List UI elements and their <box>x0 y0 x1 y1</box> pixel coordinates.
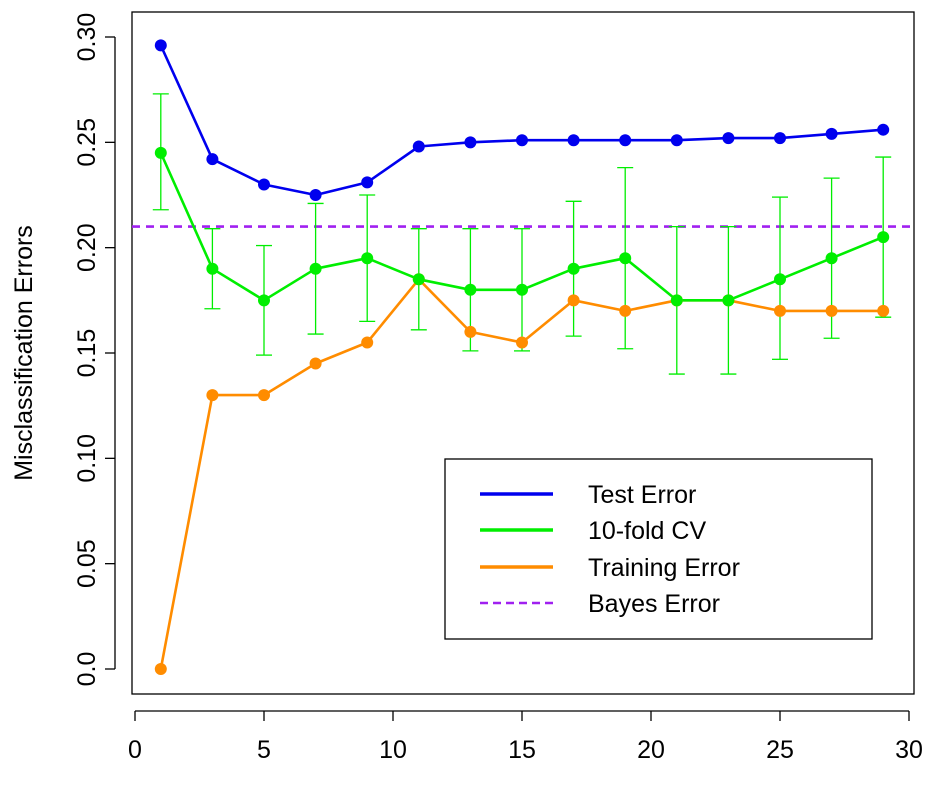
cv-error-point <box>877 231 890 244</box>
legend-label-test-error: Test Error <box>588 481 696 509</box>
legend-label-bayes-error: Bayes Error <box>588 590 720 618</box>
training-error-point <box>309 357 322 370</box>
training-error-point <box>877 304 890 317</box>
test-error-point <box>206 153 219 166</box>
training-error-point <box>206 389 219 402</box>
y-tick-label: 0.0 <box>73 652 101 687</box>
cv-error-point <box>258 294 270 307</box>
x-tick-label: 30 <box>895 736 923 764</box>
x-tick-label: 15 <box>508 736 536 764</box>
cv-error-point <box>154 146 167 159</box>
test-error-point <box>464 136 477 149</box>
cv-error-point <box>619 252 632 265</box>
cv-error-point <box>825 252 838 265</box>
test-error-point <box>774 132 786 145</box>
x-tick-label: 20 <box>637 736 665 764</box>
test-error-point <box>258 178 270 191</box>
test-error-point <box>567 134 580 147</box>
x-tick-label: 25 <box>766 736 794 764</box>
y-axis-label: Misclassification Errors <box>10 225 38 481</box>
test-error-point <box>412 140 425 153</box>
cv-error-point <box>774 273 786 286</box>
cv-error-point <box>206 262 219 275</box>
test-error-point <box>825 127 838 140</box>
y-tick-label: 0.20 <box>73 223 101 272</box>
test-error-point <box>154 39 167 52</box>
cv-error-point <box>722 294 735 307</box>
test-error-point <box>309 189 322 201</box>
legend-label-cv-error: 10-fold CV <box>588 517 706 545</box>
y-tick-label: 0.25 <box>73 118 101 167</box>
test-error-point <box>877 123 890 136</box>
y-tick-label: 0.15 <box>73 329 101 378</box>
cv-error-point <box>309 262 322 275</box>
training-error-point <box>258 389 270 402</box>
test-error-point <box>516 134 528 147</box>
plot-frame <box>131 11 915 695</box>
training-error-point <box>154 663 167 675</box>
x-tick-label: 10 <box>379 736 407 764</box>
test-error-point <box>722 132 735 145</box>
training-error-point <box>361 336 374 349</box>
cv-error-point <box>412 273 425 286</box>
cv-error-point <box>670 294 683 307</box>
training-error-point <box>516 336 528 349</box>
y-tick-label: 0.30 <box>73 13 101 62</box>
training-error-point <box>825 304 838 317</box>
legend-label-training-error: Training Error <box>588 554 740 582</box>
y-tick-label: 0.05 <box>73 539 101 588</box>
training-error-point <box>774 304 786 317</box>
y-tick-label: 0.10 <box>73 434 101 483</box>
cv-error-point <box>567 262 580 275</box>
training-error-point <box>464 325 477 338</box>
cv-error-point <box>464 283 477 296</box>
test-error-point <box>619 134 632 147</box>
cv-error-point <box>361 252 374 265</box>
training-error-point <box>567 294 580 307</box>
x-tick-label: 5 <box>257 736 271 764</box>
training-error-point <box>619 304 632 317</box>
test-error-line <box>159 44 884 197</box>
legend-box <box>444 458 873 640</box>
test-error-point <box>670 134 683 147</box>
x-tick-label: 0 <box>128 736 142 764</box>
cv-error-point <box>516 283 528 296</box>
test-error-point <box>361 176 374 189</box>
